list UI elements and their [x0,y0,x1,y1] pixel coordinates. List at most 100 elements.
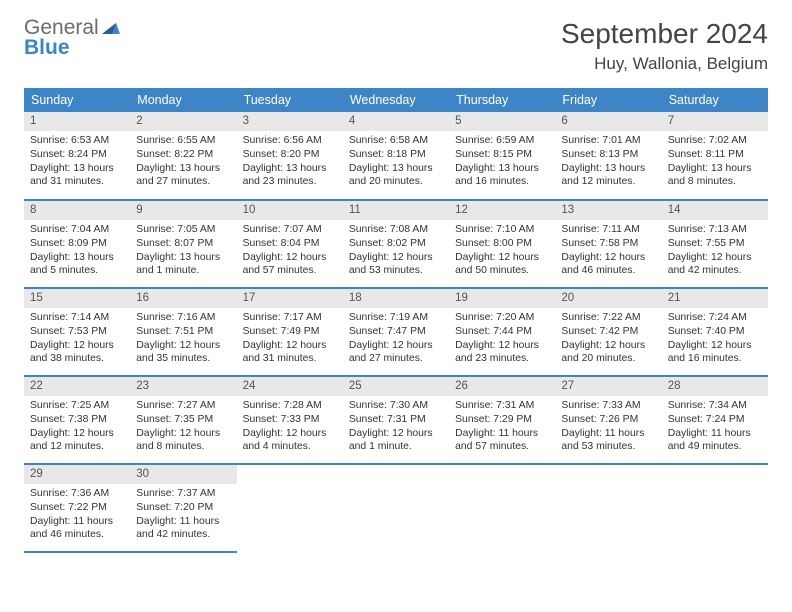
sunset-line: Sunset: 8:20 PM [243,148,337,162]
day-number: 19 [449,289,555,308]
sunrise-line: Sunrise: 7:33 AM [561,399,655,413]
sunset-line: Sunset: 8:18 PM [349,148,443,162]
day-cell-28: 28Sunrise: 7:34 AMSunset: 7:24 PMDayligh… [662,376,768,464]
day-cell-22: 22Sunrise: 7:25 AMSunset: 7:38 PMDayligh… [24,376,130,464]
day-cell-20: 20Sunrise: 7:22 AMSunset: 7:42 PMDayligh… [555,288,661,376]
day-number: 26 [449,377,555,396]
day-cell-empty [343,464,449,552]
day-number: 10 [237,201,343,220]
weekday-monday: Monday [130,88,236,112]
sunrise-line: Sunrise: 7:05 AM [136,223,230,237]
day-body: Sunrise: 7:25 AMSunset: 7:38 PMDaylight:… [24,396,130,460]
sunrise-line: Sunrise: 7:13 AM [668,223,762,237]
day-cell-29: 29Sunrise: 7:36 AMSunset: 7:22 PMDayligh… [24,464,130,552]
daylight-line: Daylight: 13 hours and 31 minutes. [30,162,124,189]
daylight-line: Daylight: 12 hours and 50 minutes. [455,251,549,278]
day-number: 25 [343,377,449,396]
month-title: September 2024 [561,18,768,50]
sunrise-line: Sunrise: 7:20 AM [455,311,549,325]
sunset-line: Sunset: 7:24 PM [668,413,762,427]
sunset-line: Sunset: 8:13 PM [561,148,655,162]
day-body: Sunrise: 7:28 AMSunset: 7:33 PMDaylight:… [237,396,343,460]
calendar-row: 22Sunrise: 7:25 AMSunset: 7:38 PMDayligh… [24,376,768,464]
daylight-line: Daylight: 13 hours and 1 minute. [136,251,230,278]
sunrise-line: Sunrise: 7:08 AM [349,223,443,237]
sunset-line: Sunset: 7:31 PM [349,413,443,427]
day-number: 6 [555,112,661,131]
weekday-tuesday: Tuesday [237,88,343,112]
sunset-line: Sunset: 7:26 PM [561,413,655,427]
daylight-line: Daylight: 11 hours and 42 minutes. [136,515,230,542]
day-body: Sunrise: 6:59 AMSunset: 8:15 PMDaylight:… [449,131,555,195]
sunrise-line: Sunrise: 7:24 AM [668,311,762,325]
daylight-line: Daylight: 12 hours and 16 minutes. [668,339,762,366]
sunrise-line: Sunrise: 7:11 AM [561,223,655,237]
day-cell-7: 7Sunrise: 7:02 AMSunset: 8:11 PMDaylight… [662,112,768,200]
day-body: Sunrise: 7:22 AMSunset: 7:42 PMDaylight:… [555,308,661,372]
sunrise-line: Sunrise: 6:59 AM [455,134,549,148]
logo-word2: Blue [24,38,120,58]
day-cell-23: 23Sunrise: 7:27 AMSunset: 7:35 PMDayligh… [130,376,236,464]
day-cell-16: 16Sunrise: 7:16 AMSunset: 7:51 PMDayligh… [130,288,236,376]
day-body: Sunrise: 7:37 AMSunset: 7:20 PMDaylight:… [130,484,236,548]
day-cell-1: 1Sunrise: 6:53 AMSunset: 8:24 PMDaylight… [24,112,130,200]
calendar-row: 15Sunrise: 7:14 AMSunset: 7:53 PMDayligh… [24,288,768,376]
day-cell-5: 5Sunrise: 6:59 AMSunset: 8:15 PMDaylight… [449,112,555,200]
daylight-line: Daylight: 11 hours and 46 minutes. [30,515,124,542]
sunrise-line: Sunrise: 7:34 AM [668,399,762,413]
header: General Blue September 2024 Huy, Walloni… [24,18,768,74]
daylight-line: Daylight: 13 hours and 8 minutes. [668,162,762,189]
day-cell-12: 12Sunrise: 7:10 AMSunset: 8:00 PMDayligh… [449,200,555,288]
day-cell-2: 2Sunrise: 6:55 AMSunset: 8:22 PMDaylight… [130,112,236,200]
sunrise-line: Sunrise: 7:16 AM [136,311,230,325]
sunset-line: Sunset: 7:44 PM [455,325,549,339]
sunset-line: Sunset: 7:35 PM [136,413,230,427]
day-body: Sunrise: 7:05 AMSunset: 8:07 PMDaylight:… [130,220,236,284]
day-number: 7 [662,112,768,131]
sunset-line: Sunset: 8:00 PM [455,237,549,251]
daylight-line: Daylight: 12 hours and 38 minutes. [30,339,124,366]
day-cell-30: 30Sunrise: 7:37 AMSunset: 7:20 PMDayligh… [130,464,236,552]
day-body: Sunrise: 7:27 AMSunset: 7:35 PMDaylight:… [130,396,236,460]
day-cell-18: 18Sunrise: 7:19 AMSunset: 7:47 PMDayligh… [343,288,449,376]
calendar-row: 8Sunrise: 7:04 AMSunset: 8:09 PMDaylight… [24,200,768,288]
daylight-line: Daylight: 13 hours and 5 minutes. [30,251,124,278]
daylight-line: Daylight: 12 hours and 1 minute. [349,427,443,454]
day-number: 30 [130,465,236,484]
daylight-line: Daylight: 13 hours and 12 minutes. [561,162,655,189]
sunset-line: Sunset: 8:11 PM [668,148,762,162]
day-body: Sunrise: 7:10 AMSunset: 8:00 PMDaylight:… [449,220,555,284]
day-body: Sunrise: 7:08 AMSunset: 8:02 PMDaylight:… [343,220,449,284]
day-body: Sunrise: 7:17 AMSunset: 7:49 PMDaylight:… [237,308,343,372]
sunset-line: Sunset: 7:33 PM [243,413,337,427]
day-body: Sunrise: 7:24 AMSunset: 7:40 PMDaylight:… [662,308,768,372]
daylight-line: Daylight: 12 hours and 53 minutes. [349,251,443,278]
sunset-line: Sunset: 7:55 PM [668,237,762,251]
sunrise-line: Sunrise: 6:58 AM [349,134,443,148]
sunset-line: Sunset: 7:58 PM [561,237,655,251]
day-body: Sunrise: 6:53 AMSunset: 8:24 PMDaylight:… [24,131,130,195]
sunrise-line: Sunrise: 7:04 AM [30,223,124,237]
daylight-line: Daylight: 13 hours and 27 minutes. [136,162,230,189]
day-body: Sunrise: 7:04 AMSunset: 8:09 PMDaylight:… [24,220,130,284]
day-cell-empty [662,464,768,552]
sunset-line: Sunset: 8:22 PM [136,148,230,162]
day-body: Sunrise: 7:36 AMSunset: 7:22 PMDaylight:… [24,484,130,548]
day-cell-4: 4Sunrise: 6:58 AMSunset: 8:18 PMDaylight… [343,112,449,200]
day-body: Sunrise: 6:56 AMSunset: 8:20 PMDaylight:… [237,131,343,195]
day-cell-25: 25Sunrise: 7:30 AMSunset: 7:31 PMDayligh… [343,376,449,464]
day-cell-11: 11Sunrise: 7:08 AMSunset: 8:02 PMDayligh… [343,200,449,288]
day-body: Sunrise: 7:33 AMSunset: 7:26 PMDaylight:… [555,396,661,460]
calendar-table: SundayMondayTuesdayWednesdayThursdayFrid… [24,88,768,553]
sunset-line: Sunset: 8:24 PM [30,148,124,162]
weekday-wednesday: Wednesday [343,88,449,112]
day-number: 16 [130,289,236,308]
logo: General Blue [24,18,120,58]
day-number: 5 [449,112,555,131]
day-cell-empty [555,464,661,552]
day-body: Sunrise: 7:16 AMSunset: 7:51 PMDaylight:… [130,308,236,372]
sunrise-line: Sunrise: 7:10 AM [455,223,549,237]
daylight-line: Daylight: 12 hours and 23 minutes. [455,339,549,366]
day-number: 11 [343,201,449,220]
daylight-line: Daylight: 12 hours and 20 minutes. [561,339,655,366]
